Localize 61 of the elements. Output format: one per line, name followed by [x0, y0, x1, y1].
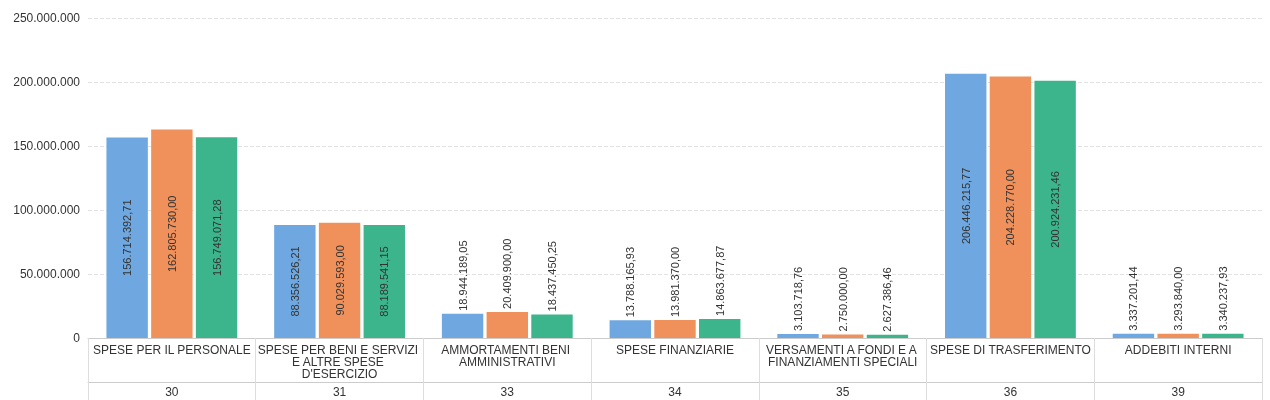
bar	[151, 129, 193, 338]
text: 35	[836, 385, 850, 399]
bar	[654, 320, 696, 338]
y-tick-label: 150.000.000	[13, 139, 81, 153]
x-tick-label: SPESE PER IL PERSONALE	[93, 343, 251, 357]
data-label: 13.981.370,00	[669, 246, 681, 318]
data-label: 3.340.237,93	[1216, 266, 1229, 331]
text: 33	[500, 385, 515, 399]
y-tick-label: 50.000.000	[19, 267, 81, 281]
y-tick-label: 250.000.000	[13, 11, 81, 25]
data-label: 18.437.450,25	[546, 241, 558, 312]
bar	[1112, 333, 1155, 338]
y-tick-label: 100.000.000	[13, 203, 81, 217]
data-label: 204.228.770,00	[1004, 169, 1017, 246]
data-label: 18.944.189,05	[456, 240, 469, 311]
data-label: 200.924.231,46	[1049, 171, 1062, 248]
bar	[1157, 333, 1199, 338]
x-tick-label: SPESE FINANZIARIE	[615, 343, 735, 357]
text: 39	[1171, 385, 1186, 399]
x-tick-label: AMMORTAMENTI BENI AMMINISTRATIVI	[441, 343, 574, 369]
bar	[699, 318, 741, 338]
x-tick-label: SPESE PER BENI E SERVIZI E ALTRE SPESE D'ESERCIZIO	[257, 343, 422, 381]
bar	[531, 314, 573, 338]
bar	[945, 73, 987, 338]
bar	[441, 313, 484, 338]
bar	[106, 137, 148, 338]
data-label: 90.029.593,00	[333, 245, 346, 316]
data-label: 2.627.386,46	[881, 267, 894, 332]
data-label: 3.103.718,76	[792, 266, 804, 332]
bar	[989, 76, 1032, 338]
bar	[274, 224, 316, 338]
bar	[1202, 333, 1244, 338]
x-tick-label: ADDEBITI INTERNI	[1124, 343, 1232, 357]
data-label: 88.356.526,21	[288, 246, 301, 317]
data-label: 13.788.165,93	[624, 246, 637, 318]
bar	[318, 222, 361, 338]
data-label: 3.337.201,44	[1127, 266, 1140, 331]
bar	[822, 334, 864, 338]
data-label: 162.805.730,00	[165, 195, 178, 273]
text: 30	[165, 385, 179, 399]
bar	[777, 334, 819, 338]
y-tick-label: 200.000.000	[13, 75, 81, 89]
x-tick-label: VERSAMENTI A FONDI E A FINANZIAMENTI SPECIALI	[766, 343, 920, 369]
data-label: 206.446.215,77	[959, 167, 972, 245]
data-label: 88.189.541,15	[378, 246, 391, 317]
text: 31	[332, 385, 347, 399]
bar	[486, 311, 528, 338]
bar	[609, 320, 651, 338]
y-tick-label: 0	[73, 331, 81, 345]
data-label: 2.750.000,00	[836, 267, 849, 332]
data-label: 156.749.071,28	[210, 199, 223, 276]
data-label: 3.293.840,00	[1172, 266, 1185, 331]
data-label: 20.409.900,00	[501, 238, 514, 309]
bar	[195, 137, 238, 338]
text: 34	[668, 385, 682, 399]
data-label: 14.863.677,87	[713, 245, 726, 316]
text: 36	[1003, 385, 1018, 399]
data-label: 156.714.392,71	[121, 199, 134, 276]
x-tick-label: SPESE DI TRASFERIMENTO	[929, 343, 1091, 357]
bar	[363, 225, 405, 338]
bar	[1034, 80, 1076, 338]
